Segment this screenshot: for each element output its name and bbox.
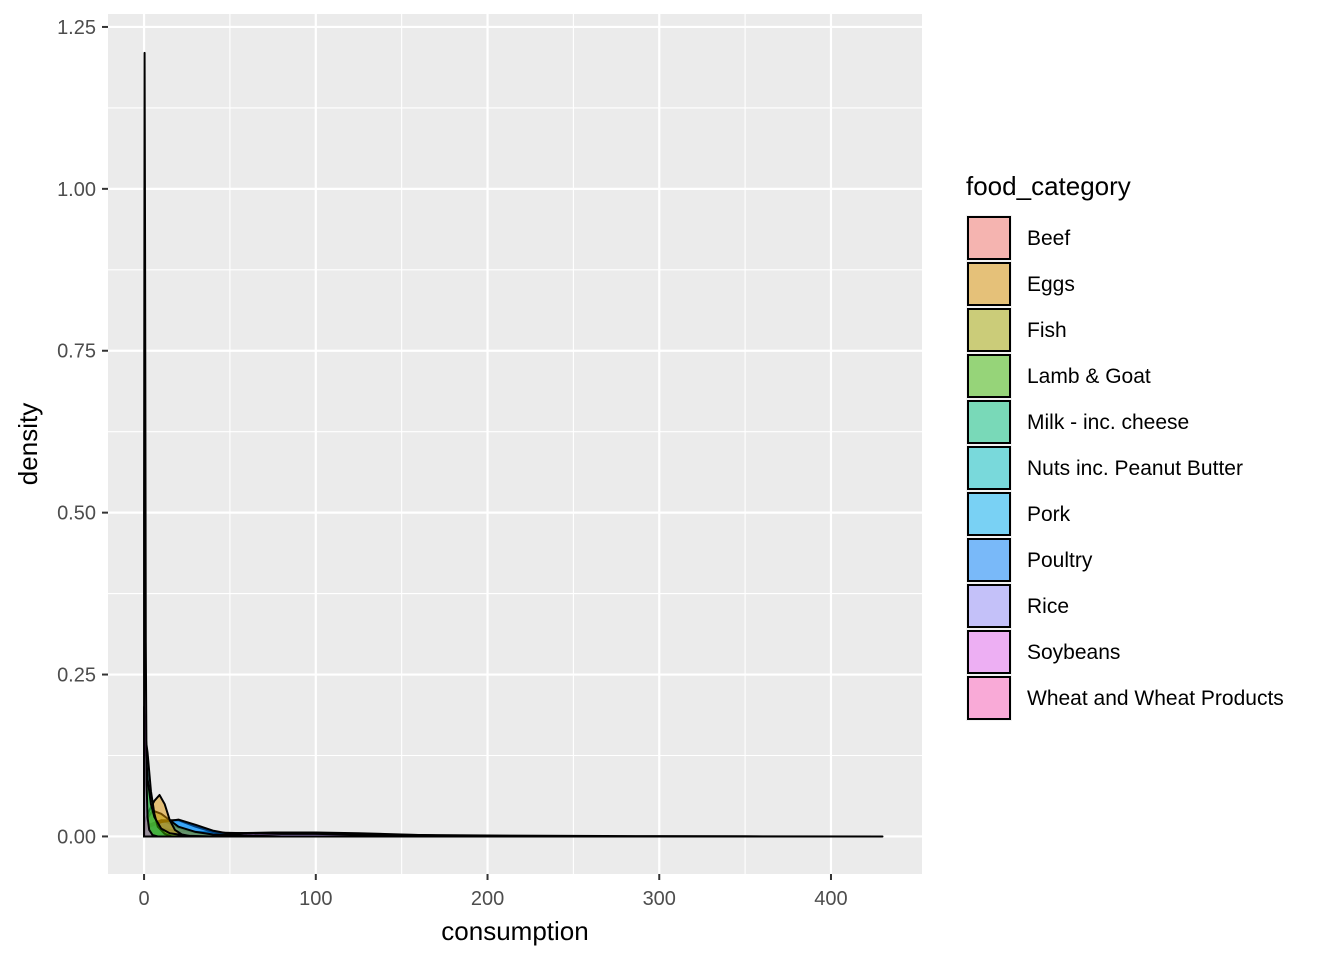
legend-label: Eggs bbox=[1027, 273, 1075, 296]
legend-key bbox=[967, 676, 1011, 720]
plot-panel bbox=[108, 14, 922, 874]
legend-label: Rice bbox=[1027, 595, 1069, 618]
x-axis: 0 100 200 300 400 bbox=[139, 874, 848, 910]
legend-item-poultry: Poultry bbox=[966, 537, 1093, 583]
legend-key bbox=[967, 262, 1011, 306]
legend-key bbox=[967, 492, 1011, 536]
legend-items: Beef Eggs Fish Lamb & Goat Milk - inc. chees… bbox=[966, 215, 1284, 721]
legend-item-fish: Fish bbox=[966, 307, 1067, 353]
legend-key bbox=[967, 630, 1011, 674]
legend-item-pork: Pork bbox=[966, 491, 1071, 537]
y-tick-label: 1.00 bbox=[57, 179, 96, 201]
legend-key bbox=[967, 354, 1011, 398]
legend-item-eggs: Eggs bbox=[966, 261, 1075, 307]
y-tick-label: 0.25 bbox=[57, 665, 96, 687]
legend-label: Lamb & Goat bbox=[1027, 365, 1151, 388]
legend-label: Wheat and Wheat Products bbox=[1027, 687, 1284, 710]
y-tick-label: 0.00 bbox=[57, 826, 96, 848]
legend-label: Fish bbox=[1027, 319, 1067, 342]
x-tick-label: 400 bbox=[814, 888, 847, 910]
legend-key bbox=[967, 584, 1011, 628]
legend-label: Soybeans bbox=[1027, 641, 1120, 664]
legend: food_category Beef Eggs Fish Lamb & Goat Mil… bbox=[966, 171, 1284, 721]
y-axis-title: density bbox=[13, 403, 43, 485]
legend-title: food_category bbox=[966, 171, 1131, 201]
grid-minor bbox=[108, 14, 922, 874]
x-tick-label: 0 bbox=[139, 888, 150, 910]
legend-key bbox=[967, 400, 1011, 444]
legend-key bbox=[967, 446, 1011, 490]
legend-key bbox=[967, 538, 1011, 582]
legend-item-wheat-and-wheat-products: Wheat and Wheat Products bbox=[966, 675, 1284, 721]
legend-item-rice: Rice bbox=[966, 583, 1069, 629]
y-tick-label: 0.50 bbox=[57, 503, 96, 525]
x-tick-label: 300 bbox=[643, 888, 676, 910]
legend-item-soybeans: Soybeans bbox=[966, 629, 1120, 675]
legend-label: Milk - inc. cheese bbox=[1027, 411, 1189, 434]
legend-key bbox=[967, 216, 1011, 260]
y-tick-label: 1.25 bbox=[57, 17, 96, 39]
legend-item-milk-inc-cheese: Milk - inc. cheese bbox=[966, 399, 1189, 445]
legend-item-beef: Beef bbox=[966, 215, 1070, 261]
legend-item-nuts-inc-peanut-butter: Nuts inc. Peanut Butter bbox=[966, 445, 1243, 491]
density-series-group bbox=[143, 51, 884, 838]
x-tick-label: 200 bbox=[471, 888, 504, 910]
y-tick-label: 0.75 bbox=[57, 341, 96, 363]
x-tick-label: 100 bbox=[299, 888, 332, 910]
legend-label: Poultry bbox=[1027, 549, 1093, 572]
legend-label: Beef bbox=[1027, 227, 1070, 250]
legend-item-lamb-goat: Lamb & Goat bbox=[966, 353, 1151, 399]
x-axis-title: consumption bbox=[441, 916, 588, 946]
legend-key bbox=[967, 308, 1011, 352]
density-soybeans bbox=[143, 51, 159, 838]
legend-label: Pork bbox=[1027, 503, 1071, 526]
legend-label: Nuts inc. Peanut Butter bbox=[1027, 457, 1243, 480]
y-axis: 0.00 0.25 0.50 0.75 1.00 1.25 bbox=[57, 17, 108, 848]
